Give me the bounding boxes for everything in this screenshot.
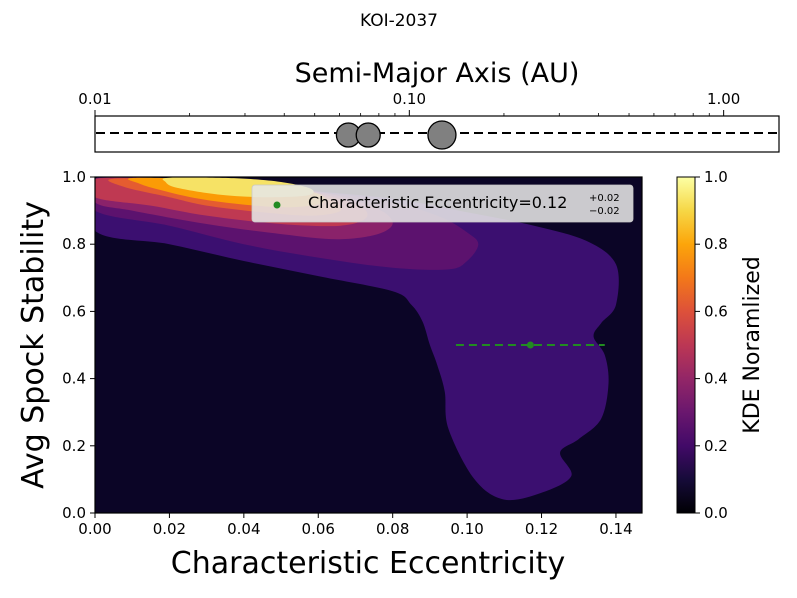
legend-box <box>251 184 634 223</box>
y-tick-label: 0.8 <box>62 235 86 253</box>
colorbar-tick-label: 0.8 <box>704 235 728 253</box>
kde-panel: Characteristic Eccentricity=0.12 +0.02 −… <box>16 168 643 581</box>
colorbar-ticks: 0.0 0.2 0.4 0.6 0.8 1.0 <box>695 168 728 522</box>
legend-sub: −0.02 <box>589 206 620 217</box>
orbit-tick-label: 0.01 <box>78 90 111 108</box>
orbit-panel-frame <box>94 115 780 153</box>
x-tick-label: 0.14 <box>599 520 632 538</box>
colorbar-tick-label: 0.6 <box>704 302 728 320</box>
data-point <box>526 341 534 349</box>
orbit-axis-label: Semi-Major Axis (AU) <box>295 58 580 89</box>
colorbar-tick-label: 0.4 <box>704 370 728 388</box>
planet-marker <box>355 122 381 148</box>
eccentricity-errorbar <box>455 341 605 349</box>
legend-sup: +0.02 <box>589 193 620 204</box>
kde-panel-frame <box>94 176 643 514</box>
y-tick-label: 0.4 <box>62 370 86 388</box>
colorbar-tick-label: 0.2 <box>704 437 728 455</box>
colorbar-tick-label: 0.0 <box>704 504 728 522</box>
legend: Characteristic Eccentricity=0.12 +0.02 −… <box>251 184 634 223</box>
y-tick-label: 1.0 <box>62 168 86 186</box>
orbit-tick-label: 0.10 <box>393 90 426 108</box>
x-tick-label: 0.08 <box>376 520 409 538</box>
x-tick-label: 0.02 <box>153 520 186 538</box>
colorbar-label: KDE Noramlized <box>740 256 765 433</box>
x-axis-label: Characteristic Eccentricity <box>171 546 565 581</box>
y-axis-label: Avg Spock Stability <box>16 201 51 489</box>
y-axis-ticks: 0.0 0.2 0.4 0.6 0.8 1.0 <box>62 168 95 522</box>
orbit-major-ticks: 0.01 0.10 1.00 <box>78 90 740 116</box>
x-tick-label: 0.12 <box>525 520 558 538</box>
y-tick-label: 0.0 <box>62 504 86 522</box>
legend-marker <box>273 201 281 209</box>
colorbar-tick-label: 1.0 <box>704 168 728 186</box>
x-tick-label: 0.00 <box>78 520 111 538</box>
y-tick-label: 0.6 <box>62 302 86 320</box>
planet-markers <box>335 120 457 150</box>
x-tick-label: 0.06 <box>302 520 335 538</box>
colorbar-gradient <box>676 176 696 514</box>
colorbar: 0.0 0.2 0.4 0.6 0.8 1.0 KDE Noramlized <box>676 168 765 522</box>
planet-marker <box>427 120 457 150</box>
contour-level <box>95 177 619 501</box>
x-tick-label: 0.04 <box>227 520 260 538</box>
x-tick-label: 0.10 <box>450 520 483 538</box>
orbit-tick-label: 1.00 <box>707 90 740 108</box>
figure-title: KOI-2037 <box>360 11 438 31</box>
legend-label: Characteristic Eccentricity=0.12 <box>308 193 567 212</box>
y-tick-label: 0.2 <box>62 437 86 455</box>
x-axis-ticks: 0.00 0.02 0.04 0.06 0.08 0.10 0.12 0.14 <box>78 513 633 538</box>
orbit-panel: Semi-Major Axis (AU) 0.01 0.10 1.00 <box>78 58 780 153</box>
